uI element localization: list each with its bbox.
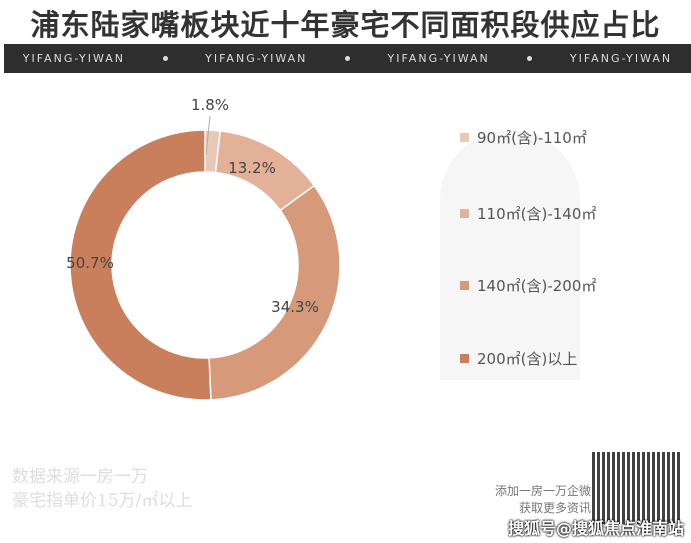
definition-line: 豪宅指单价15万/㎡以上 — [12, 491, 193, 511]
legend-item: 110㎡(含)-140㎡ — [460, 203, 596, 224]
source-note: 数据来源一房一万豪宅指单价15万/㎡以上 — [12, 465, 192, 513]
qr-caption: 添加一房一万企微获取更多资讯 — [495, 483, 591, 517]
legend-swatch — [460, 354, 469, 363]
band-text: YIFANG-YIWAN — [205, 52, 308, 65]
page-title: 浦东陆家嘴板块近十年豪宅不同面积段供应占比 — [30, 8, 661, 42]
legend-swatch — [460, 281, 469, 290]
qr-line: 添加一房一万企微 — [494, 484, 591, 498]
band-text: YIFANG-YIWAN — [569, 52, 673, 65]
dot-icon — [162, 56, 168, 61]
legend-label: 90㎡(含)-110㎡ — [477, 129, 587, 147]
band-text: YIFANG-YIWAN — [387, 52, 490, 65]
watermark-figure — [440, 130, 580, 380]
legend-item: 90㎡(含)-110㎡ — [460, 127, 587, 148]
slice-label: 34.3% — [271, 298, 319, 316]
qr-code[interactable] — [592, 452, 680, 524]
source-line: 数据来源一房一万 — [12, 467, 148, 487]
legend-label: 200㎡(含)以上 — [477, 350, 578, 368]
legend-swatch — [460, 133, 469, 142]
leader-line — [205, 115, 211, 156]
legend-item: 140㎡(含)-200㎡ — [460, 275, 596, 296]
legend-item: 200㎡(含)以上 — [460, 348, 577, 369]
dot-icon — [344, 56, 350, 61]
slice-label: 50.7% — [66, 254, 114, 272]
slice-label: 13.2% — [228, 159, 276, 177]
slice-label: 1.8% — [191, 96, 229, 114]
watermark-text: 搜狐号@搜狐焦点淮南站 — [508, 519, 685, 538]
legend-label: 110㎡(含)-140㎡ — [477, 205, 597, 223]
legend-label: 140㎡(含)-200㎡ — [477, 277, 597, 295]
legend-swatch — [460, 209, 469, 218]
brand-band: YIFANG-YIWAN YIFANG-YIWAN YIFANG-YIWAN Y… — [4, 44, 691, 73]
dot-icon — [527, 56, 533, 61]
qr-line: 获取更多资讯 — [518, 501, 591, 515]
band-text: YIFANG-YIWAN — [22, 52, 125, 65]
donut-slice — [208, 184, 341, 401]
donut-chart: 1.8% 13.2% 34.3% 50.7% — [66, 96, 341, 401]
donut-slice — [69, 129, 212, 401]
